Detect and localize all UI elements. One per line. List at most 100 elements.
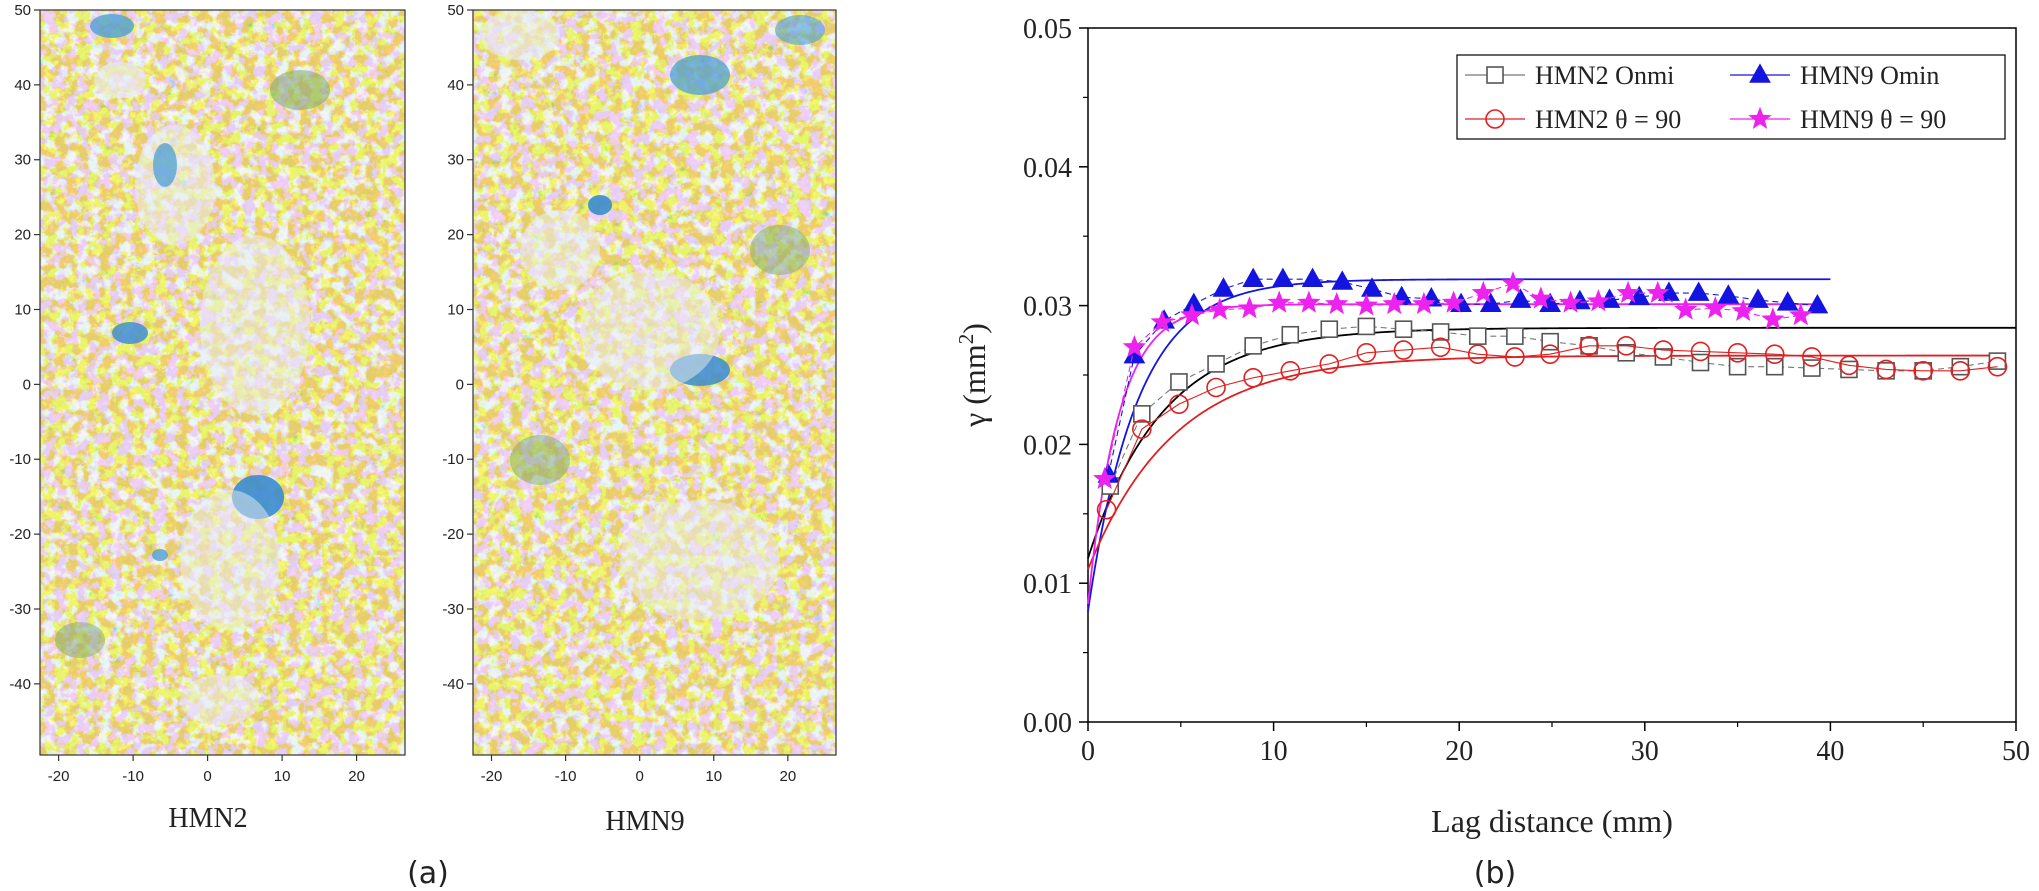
map-x-tick-label: -10 xyxy=(122,768,144,785)
data-point xyxy=(1394,320,1413,338)
data-point xyxy=(1529,286,1553,309)
data-point xyxy=(1479,292,1502,313)
legend-label: HMN9 θ = 90 xyxy=(1800,105,1946,134)
map-y-tick-label: 40 xyxy=(14,77,31,94)
map-y-tick-label: 30 xyxy=(14,152,31,169)
map-y-tick-label: 0 xyxy=(23,376,31,393)
x-tick-label: 20 xyxy=(1445,736,1473,767)
data-point xyxy=(1803,359,1821,377)
map-x-tick-label: 20 xyxy=(348,768,365,785)
map-x-tick-label: 10 xyxy=(274,768,291,785)
data-point xyxy=(1876,359,1896,380)
data-point xyxy=(1206,377,1226,398)
variogram-chart: 0 10 20 30 40 50 0.00 0.01 0.02 0.03 0.04 0.05 Lag … xyxy=(954,14,2030,839)
map-hmn2-axes: -20 -10 0 10 20 50 40 30 20 10 0 -10 -20 -30 -40 xyxy=(9,2,365,785)
data-point xyxy=(1441,290,1466,313)
x-tick-label: 50 xyxy=(2002,736,2030,767)
legend-marker xyxy=(1749,63,1771,83)
data-point xyxy=(1468,327,1487,345)
map-y-tick-label: -20 xyxy=(442,526,464,543)
legend-item-2: HMN9 Omin xyxy=(1730,61,1939,90)
data-point xyxy=(1096,499,1117,520)
data-point xyxy=(1280,361,1301,381)
panel-b-label: (b) xyxy=(1474,856,1516,891)
x-axis-label: Lag distance (mm) xyxy=(1431,803,1673,839)
y-tick-label: 0.00 xyxy=(1023,708,1072,739)
data-point xyxy=(1208,297,1232,320)
data-point xyxy=(1361,277,1383,297)
x-tick-label: 40 xyxy=(1816,736,1844,767)
data-point xyxy=(1616,280,1640,304)
data-point xyxy=(1731,298,1755,322)
map-hmn9-frame xyxy=(472,9,837,756)
data-point xyxy=(1653,340,1674,360)
data-point xyxy=(1325,291,1349,315)
y-tick-label: 0.04 xyxy=(1023,153,1072,184)
data-point xyxy=(1132,419,1152,439)
map-hmn2-frame xyxy=(39,9,406,756)
legend-marker xyxy=(1485,109,1505,129)
data-point xyxy=(1170,373,1188,391)
data-point xyxy=(1207,355,1225,373)
map-y-tick-label: 30 xyxy=(447,152,464,169)
data-point xyxy=(1320,320,1339,338)
data-point xyxy=(1579,336,1599,356)
data-point xyxy=(1764,344,1785,364)
data-point xyxy=(1950,361,1971,381)
data-point xyxy=(1357,317,1376,336)
data-point xyxy=(1133,405,1151,423)
map-y-tick-label: -20 xyxy=(9,526,31,543)
map-x-tick-label: -10 xyxy=(555,768,577,785)
data-point xyxy=(1431,323,1450,341)
data-point xyxy=(1501,271,1525,294)
data-point xyxy=(1267,290,1291,313)
data-point xyxy=(1301,267,1324,288)
data-point xyxy=(1382,291,1406,315)
legend-item-3: HMN2 θ = 90 xyxy=(1465,105,1681,134)
map-y-tick-label: 10 xyxy=(14,301,31,318)
data-point xyxy=(1331,270,1354,290)
map-y-tick-label: 50 xyxy=(447,2,464,19)
data-point xyxy=(1727,342,1748,363)
data-point xyxy=(1281,325,1300,344)
data-point xyxy=(1412,291,1436,315)
map-y-tick-label: 0 xyxy=(456,376,464,393)
data-point xyxy=(1393,340,1414,360)
data-point xyxy=(1467,344,1488,364)
data-point xyxy=(1586,289,1611,312)
map-x-tick-label: 20 xyxy=(780,768,797,785)
map-hmn9-axes: -20 -10 0 10 20 50 40 30 20 10 0 -10 -20 -30 -40 xyxy=(442,2,796,785)
chart-fit-lines xyxy=(1087,278,2016,612)
map-y-tick-label: -30 xyxy=(9,601,31,618)
data-point xyxy=(1122,334,1147,358)
data-point xyxy=(1717,284,1740,304)
data-point xyxy=(1169,394,1189,414)
data-point xyxy=(1319,354,1340,374)
map-hmn2-patches xyxy=(55,14,330,725)
map-y-tick-label: -40 xyxy=(442,676,464,693)
x-tick-label: 10 xyxy=(1260,736,1288,767)
map-x-tick-label: 0 xyxy=(203,768,211,785)
x-tick-label: 0 xyxy=(1081,736,1095,767)
data-point xyxy=(1509,288,1532,308)
series-4 xyxy=(1093,271,1813,490)
series-3 xyxy=(1096,336,2008,520)
map-x-tick-label: -20 xyxy=(481,768,503,785)
map-y-tick-label: 40 xyxy=(447,77,464,94)
data-point xyxy=(1987,356,2008,377)
legend-marker xyxy=(1486,66,1504,84)
data-point xyxy=(1272,267,1294,288)
map-y-tick-label: 10 xyxy=(447,301,464,318)
y-axis-label: γ (mm2) xyxy=(954,323,992,428)
data-point xyxy=(1506,327,1524,345)
legend-item-1: HMN2 Onmi xyxy=(1465,61,1674,90)
legend-label: HMN2 Onmi xyxy=(1535,61,1674,90)
legend-box xyxy=(1456,54,2006,140)
series-line-3 xyxy=(1106,345,1998,510)
data-point xyxy=(1789,303,1813,326)
data-point xyxy=(1150,310,1174,333)
map-y-tick-label: 50 xyxy=(14,2,31,19)
legend-marker xyxy=(1748,106,1772,129)
data-point xyxy=(1180,303,1204,326)
